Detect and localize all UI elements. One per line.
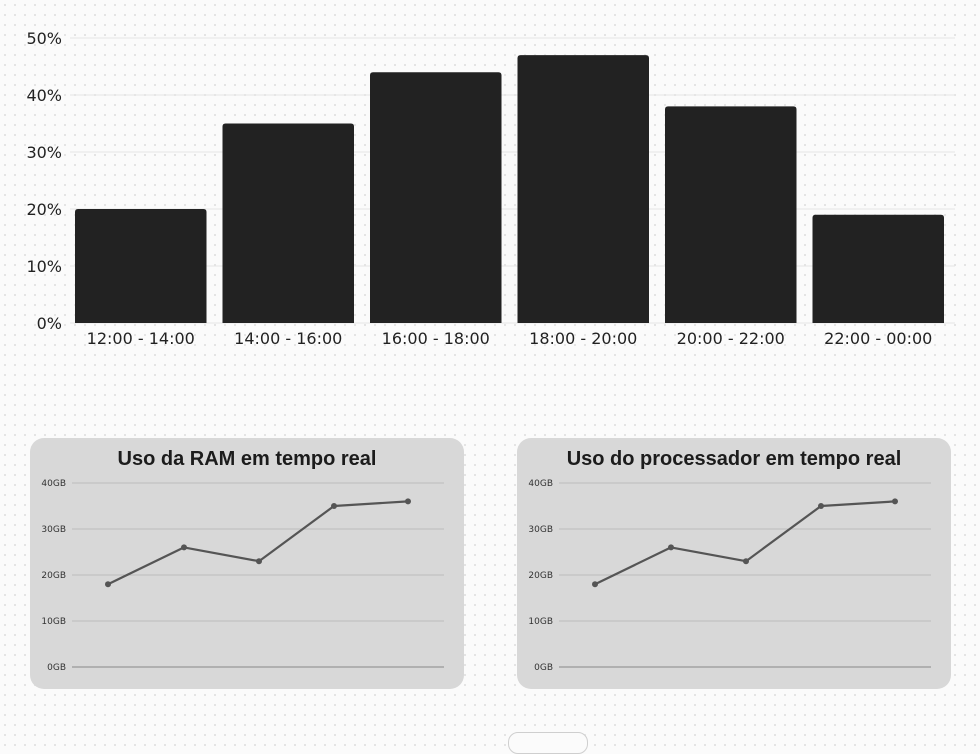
y-tick-label: 10% bbox=[26, 257, 62, 276]
y-tick-label: 20GB bbox=[528, 571, 553, 581]
y-tick-label: 0GB bbox=[534, 663, 553, 673]
y-tick-label: 30% bbox=[26, 143, 62, 162]
data-point bbox=[181, 544, 187, 551]
data-point bbox=[405, 498, 411, 505]
ram-chart-title: Uso da RAM em tempo real bbox=[117, 448, 377, 470]
x-tick-label: 20:00 - 22:00 bbox=[677, 329, 785, 348]
bottom-tab-handle[interactable] bbox=[508, 732, 588, 754]
x-tick-label: 12:00 - 14:00 bbox=[87, 329, 195, 348]
y-tick-label: 40GB bbox=[528, 479, 553, 489]
y-tick-label: 10GB bbox=[41, 617, 66, 627]
x-tick-label: 16:00 - 18:00 bbox=[382, 329, 490, 348]
y-tick-label: 0% bbox=[37, 314, 62, 333]
y-tick-label: 50% bbox=[26, 29, 62, 48]
ram-line-chart: 0GB 10GB 20GB 30GB 40GB bbox=[41, 479, 444, 673]
y-tick-label: 0GB bbox=[47, 663, 66, 673]
series-line bbox=[107, 500, 409, 586]
bar bbox=[665, 106, 797, 324]
hourly-bar-chart: 0% 10% 20% 30% 40% 50% 12:00 - 14:00 14:00 - 1… bbox=[26, 29, 955, 348]
data-point bbox=[818, 503, 824, 509]
data-point bbox=[743, 558, 749, 565]
series-line bbox=[594, 500, 896, 586]
cpu-line-chart: 0GB 10GB 20GB 30GB 40GB bbox=[528, 479, 931, 673]
y-tick-label: 10GB bbox=[528, 617, 553, 627]
y-tick-label: 30GB bbox=[41, 525, 66, 535]
data-point bbox=[592, 581, 598, 588]
bar bbox=[812, 214, 944, 323]
data-point bbox=[256, 558, 262, 565]
bar bbox=[75, 209, 207, 323]
data-point bbox=[668, 544, 674, 551]
ram-usage-panel: Uso da RAM em tempo real 0GB 10GB 20GB 30GB… bbox=[30, 438, 464, 689]
data-point bbox=[892, 498, 898, 505]
cpu-usage-panel: Uso do processador em tempo real 0GB 10GB… bbox=[517, 438, 951, 689]
y-tick-label: 30GB bbox=[528, 525, 553, 535]
data-point bbox=[331, 503, 337, 509]
x-tick-label: 18:00 - 20:00 bbox=[529, 329, 637, 348]
bar bbox=[222, 123, 354, 323]
bar bbox=[517, 55, 649, 323]
y-tick-label: 20GB bbox=[41, 571, 66, 581]
cpu-chart-title: Uso do processador em tempo real bbox=[566, 448, 902, 470]
x-tick-label: 14:00 - 16:00 bbox=[234, 329, 342, 348]
bar bbox=[370, 72, 502, 323]
x-tick-label: 22:00 - 00:00 bbox=[824, 329, 932, 348]
y-tick-label: 20% bbox=[26, 200, 62, 219]
data-point bbox=[105, 581, 111, 588]
y-tick-label: 40GB bbox=[41, 479, 66, 489]
y-tick-label: 40% bbox=[26, 86, 62, 105]
